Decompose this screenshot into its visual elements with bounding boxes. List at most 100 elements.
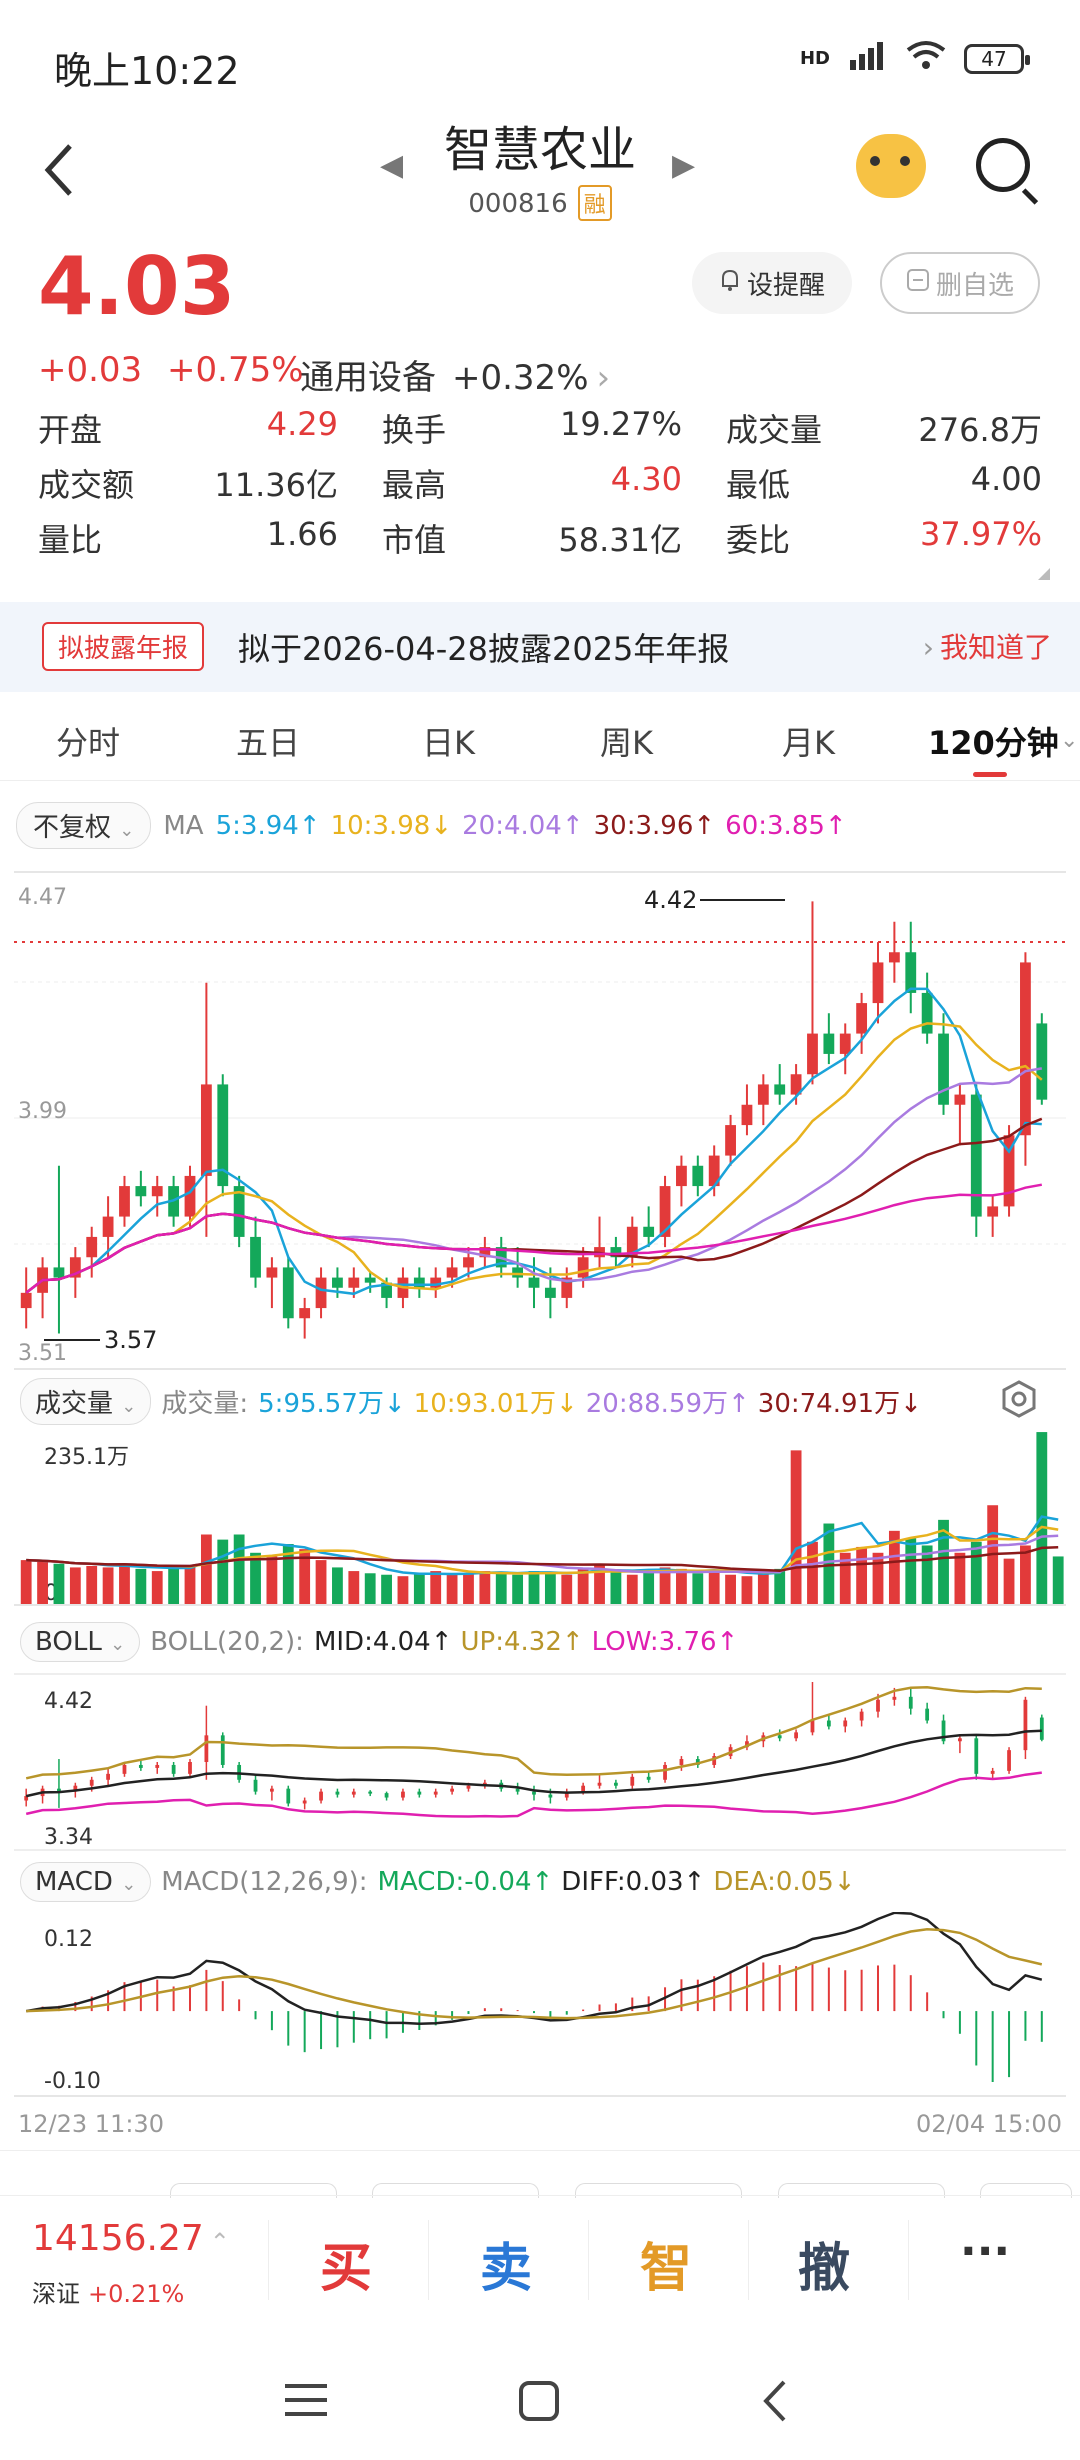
search-icon[interactable] [976,138,1030,192]
next-stock-icon[interactable]: ▶ [672,148,696,183]
candle-body [708,1155,720,1187]
legend-item: 20:4.04↑ [462,810,584,841]
status-bar: 晚上10:22 HD 47 [0,0,1080,120]
candle-body [790,1074,802,1095]
smart-button[interactable]: 智 [640,2239,693,2299]
boll-up-line [25,1685,1042,1780]
sector-link[interactable]: 通用设备 +0.32% › [300,350,610,399]
menu-icon[interactable] [285,2382,327,2422]
candle-body [659,1186,671,1237]
macd-items: MACD:-0.04↑ DIFF:0.03↑ DEA:0.05↓ [378,1867,856,1897]
mascot-icon[interactable] [856,134,926,198]
boll-chart[interactable]: 4.42 3.34 [0,1672,1080,1852]
macd-chip-label: MACD [35,1867,113,1897]
candle-body [597,1782,602,1786]
stat-label: 市值 [382,521,447,559]
index-name: 深证 [32,2280,80,2308]
candle-body [171,1764,176,1774]
volume-bar [757,1573,769,1604]
sector-name: 通用设备 [300,358,436,398]
tab-120min[interactable]: 120分钟 [928,724,1059,762]
back-nav-icon[interactable] [760,2378,790,2428]
volume-chip-label: 成交量 [35,1389,114,1419]
stat-label: 委比 [726,521,791,559]
boll-y-min: 3.34 [44,1825,93,1850]
candle-body [921,992,933,1034]
candle-body [581,1785,586,1792]
dismiss-button[interactable]: › 我知道了 [922,631,1052,664]
status-time: 晚上10:22 [54,49,240,93]
high-mark-label: 4.42 [644,886,697,914]
candle-body [646,1776,651,1780]
volume-bar [544,1573,556,1604]
legend-item: UP:4.32↑ [460,1627,584,1657]
toolbar-tab-1[interactable] [170,2183,337,2198]
expand-corner-icon[interactable] [1038,568,1050,580]
volume-bar [1052,1556,1064,1604]
tab-dropdown-icon[interactable]: ⌄ [1060,728,1079,753]
toolbar-tab-3[interactable] [575,2183,742,2198]
macd-legend: MACD ⌄ MACD(12,26,9): MACD:-0.04↑ DIFF:0.… [20,1862,856,1902]
candle-body [610,1247,622,1258]
candle-body [1039,1717,1044,1740]
boll-mid-line [25,1729,1042,1798]
candle-body [1007,1750,1011,1771]
candle-body [843,1720,848,1727]
candle-body [908,1696,913,1709]
announcement-text: 拟于2026-04-28披露2025年年报 [238,630,730,668]
volume-chart[interactable]: 235.1万 0 [0,1428,1080,1608]
candle-body [692,1165,704,1187]
macd-chart[interactable]: 0.12 -0.10 [0,1912,1080,2098]
toolbar-tab-2[interactable] [372,2183,539,2198]
volume-bar [430,1571,442,1604]
settings-icon[interactable] [1000,1380,1038,1422]
battery-level: 47 [981,46,1007,71]
tab-five-day[interactable]: 五日 [236,724,301,762]
candle-body [515,1788,520,1792]
adjust-selector[interactable]: 不复权 ⌄ [16,802,152,849]
buy-button[interactable]: 买 [320,2239,373,2299]
divider [588,2220,589,2300]
candle-body [479,1247,491,1258]
toolbar-tab-4[interactable] [778,2183,945,2198]
boll-selector[interactable]: BOLL ⌄ [20,1622,141,1662]
macd-selector[interactable]: MACD ⌄ [20,1862,152,1902]
candle-body [679,1759,684,1765]
volume-bar [381,1574,392,1604]
candle-body [73,1785,78,1792]
candle-body [741,1104,753,1126]
more-button[interactable]: ··· [960,2226,1011,2277]
candle-body [155,1764,160,1768]
tab-monthly[interactable]: 月K [782,724,835,762]
sell-button[interactable]: 卖 [480,2239,533,2299]
kline-chart[interactable]: 4.47 3.99 3.51 4.42 3.57 [0,870,1080,1370]
ma-label: MA [163,810,204,841]
home-icon[interactable] [518,2380,560,2426]
legend-item: MACD:-0.04↑ [377,1867,554,1897]
index-widget[interactable]: 14156.27 ⌃ [32,2218,230,2259]
candle-body [106,1773,110,1780]
candle-body [401,1791,405,1798]
stat-value: 58.31亿 [558,521,682,559]
divider [908,2220,909,2300]
legend-item: 10:3.98↓ [330,810,453,841]
candle-body [466,1785,471,1789]
toolbar-tab-5[interactable] [980,2183,1072,2198]
tab-daily[interactable]: 日K [422,724,475,762]
cancel-order-button[interactable]: 撤 [798,2239,851,2299]
candle-body [987,1206,999,1217]
status-icons: HD 47 [800,40,1030,77]
remove-watchlist-button[interactable]: 删自选 [880,252,1040,314]
legend-item: DIFF:0.03↑ [561,1867,706,1897]
candle-body [938,1033,949,1105]
volume-selector[interactable]: 成交量 ⌄ [20,1378,152,1425]
tab-weekly[interactable]: 周K [600,724,653,762]
candle-body [725,1125,736,1156]
back-icon[interactable] [40,140,80,211]
prev-stock-icon[interactable]: ◀ [380,148,404,183]
set-alert-button[interactable]: 设提醒 [692,252,852,314]
tab-intraday[interactable]: 分时 [56,724,121,762]
boll-items: MID:4.04↑ UP:4.32↑ LOW:3.76↑ [314,1627,738,1657]
candle-body [430,1277,442,1288]
legend-item: 10:93.01万↓ [413,1389,578,1419]
